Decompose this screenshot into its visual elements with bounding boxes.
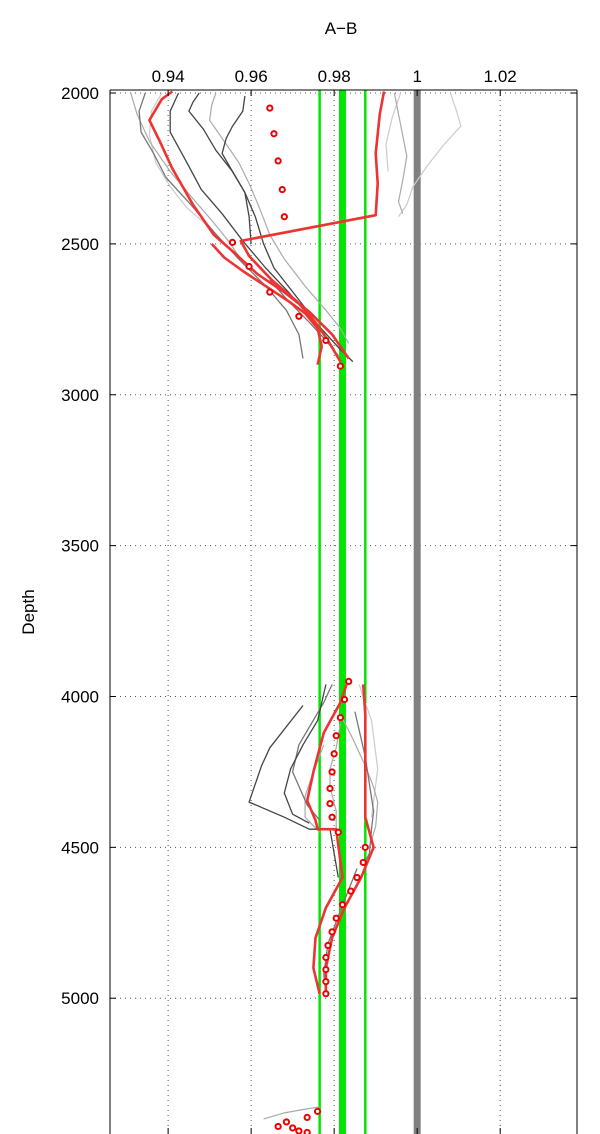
data-point-marker: [270, 130, 278, 138]
data-point-marker: [274, 157, 282, 165]
x-tick-label: 0.96: [235, 67, 268, 86]
y-axis-label: Depth: [19, 589, 38, 634]
red-line-series-line: [210, 243, 324, 365]
data-point-marker: [359, 858, 367, 867]
light-gray-series-line: [329, 723, 341, 833]
data-point-marker: [278, 185, 286, 194]
x-tick-label: 0.94: [152, 67, 185, 86]
data-series: [130, 90, 462, 1134]
data-point-marker: [328, 928, 336, 936]
light-gray-series-line: [393, 92, 408, 214]
data-point-marker: [336, 362, 344, 370]
data-point-marker: [303, 1128, 311, 1134]
data-point-marker: [326, 800, 334, 808]
light-gray-series-line: [263, 1106, 320, 1120]
data-point-marker: [324, 941, 332, 950]
data-point-marker: [347, 887, 355, 895]
data-point-marker: [322, 953, 330, 962]
data-point-marker: [338, 901, 347, 909]
x-tick-label: 1: [412, 67, 421, 86]
y-tick-label: 2500: [61, 235, 99, 254]
data-point-marker: [266, 104, 274, 112]
data-point-marker: [228, 238, 237, 246]
red-line-series-line: [148, 90, 350, 360]
light-gray-series-line: [209, 92, 350, 344]
data-point-marker: [245, 262, 253, 271]
data-point-marker: [282, 1118, 291, 1126]
pale-gray-series-line: [148, 92, 208, 227]
y-tick-label: 5000: [61, 989, 99, 1008]
pale-gray-series-line: [398, 92, 462, 218]
data-point-marker: [322, 336, 330, 345]
data-point-marker: [334, 828, 342, 836]
data-point-marker: [313, 1107, 322, 1115]
y-tick-label: 4000: [61, 687, 99, 706]
data-point-marker: [332, 732, 340, 740]
data-point-marker: [295, 1127, 303, 1134]
data-point-marker: [336, 714, 344, 722]
data-point-marker: [330, 750, 338, 758]
red-line-series-line: [305, 683, 348, 995]
light-gray-series-line: [339, 714, 379, 848]
y-tick-label: 4500: [61, 838, 99, 857]
y-tick-label: 2000: [61, 84, 99, 103]
dark-gray-series-line: [221, 95, 252, 244]
data-point-marker: [340, 695, 349, 704]
y-tick-label: 3000: [61, 386, 99, 405]
data-point-marker: [303, 1113, 311, 1122]
data-point-marker: [332, 914, 340, 922]
red-line-series-line: [239, 91, 386, 363]
data-point-marker: [361, 843, 369, 851]
data-point-marker: [322, 978, 330, 986]
data-point-marker: [326, 784, 334, 793]
data-point-marker: [328, 768, 336, 776]
x-tick-label: 0.98: [318, 67, 351, 86]
data-point-marker: [289, 1124, 297, 1132]
data-point-marker: [295, 312, 303, 320]
axes: 0.94 0.96 0.98 1 1.02 2000 2500 3000 3500 4000 450…: [61, 67, 578, 1134]
y-tick-label: 3500: [61, 537, 99, 556]
data-point-marker: [274, 1122, 282, 1131]
data-point-marker: [322, 990, 330, 998]
data-point-marker: [353, 873, 361, 882]
dark-gray-series-line: [283, 684, 327, 824]
data-point-marker: [345, 677, 353, 685]
data-point-marker: [266, 288, 274, 296]
data-point-marker: [328, 813, 336, 821]
data-point-marker: [322, 965, 330, 974]
x-tick-label: 1.02: [484, 67, 517, 86]
chart-title: A−B: [325, 19, 358, 38]
data-point-marker: [280, 213, 288, 221]
